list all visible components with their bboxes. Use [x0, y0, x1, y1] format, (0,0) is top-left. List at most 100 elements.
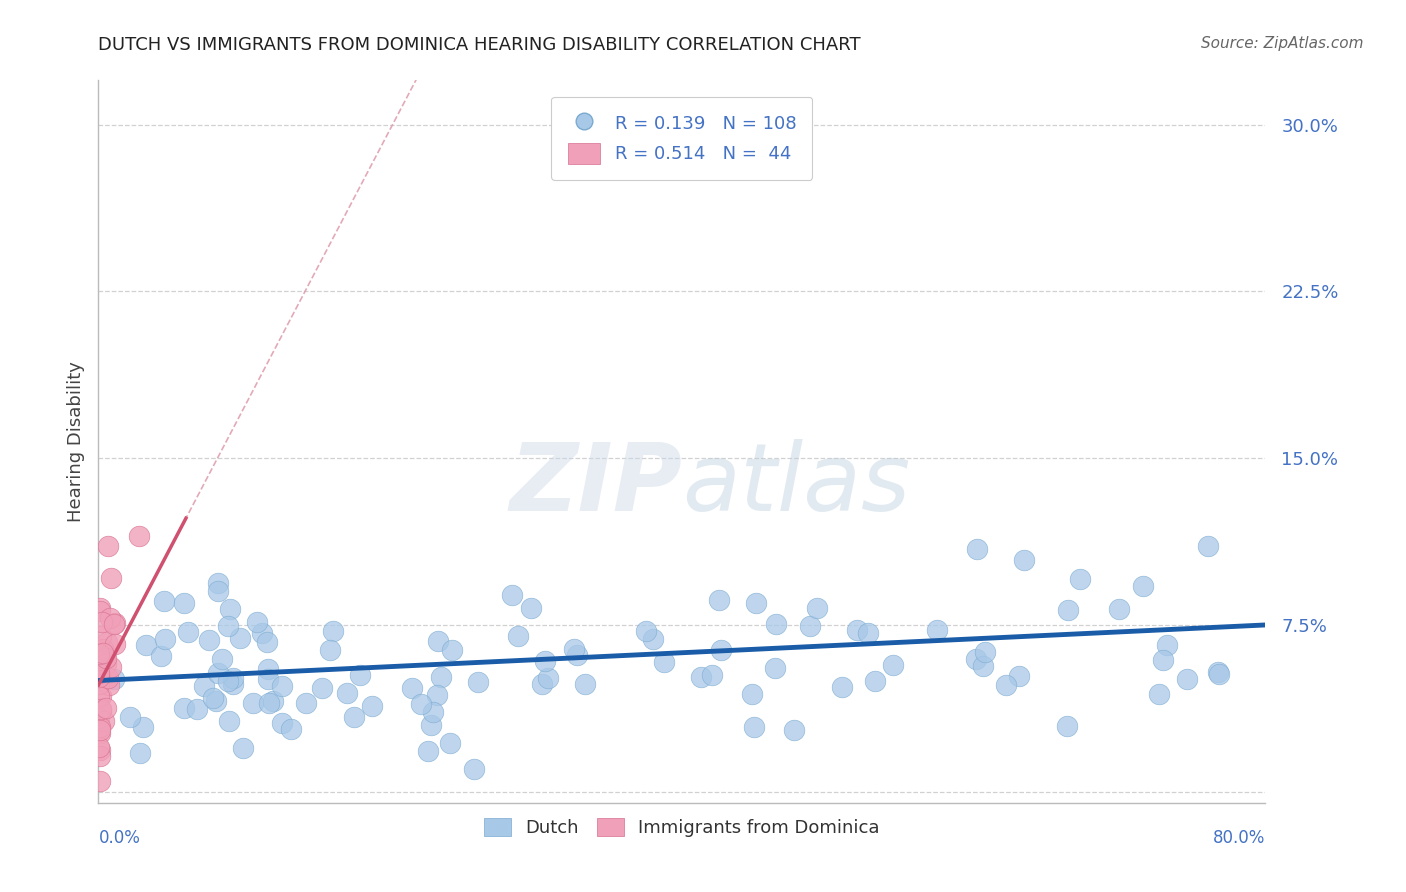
Point [925, 623, 948, 637]
Point [94, 701, 117, 715]
Point [246, 615, 269, 629]
Point [742, 720, 765, 734]
Point [89, 601, 111, 615]
Point [1012, 553, 1035, 567]
Point [863, 673, 886, 688]
Point [207, 666, 229, 681]
Point [186, 702, 208, 716]
Text: ZIP: ZIP [509, 439, 682, 531]
Point [250, 626, 273, 640]
Point [690, 670, 713, 684]
Point [96, 634, 118, 648]
Text: DUTCH VS IMMIGRANTS FROM DOMINICA HEARING DISABILITY CORRELATION CHART: DUTCH VS IMMIGRANTS FROM DOMINICA HEARIN… [98, 36, 860, 54]
Point [129, 746, 152, 760]
Point [90, 689, 112, 703]
Point [87, 653, 110, 667]
Point [207, 576, 229, 591]
Point [427, 633, 450, 648]
Point [349, 667, 371, 681]
Point [1069, 572, 1091, 586]
Point [1197, 539, 1219, 553]
Point [89, 604, 111, 618]
Point [222, 677, 245, 691]
Text: atlas: atlas [682, 440, 910, 531]
Point [97, 678, 120, 692]
Point [219, 602, 242, 616]
Point [1132, 579, 1154, 593]
Point [565, 648, 588, 662]
Point [506, 629, 529, 643]
Point [91, 615, 114, 629]
Point [202, 690, 225, 705]
Point [401, 681, 423, 695]
Point [97, 671, 120, 685]
Point [152, 594, 174, 608]
Point [745, 596, 768, 610]
Point [1156, 638, 1178, 652]
Point [87, 670, 110, 684]
Point [93, 668, 115, 682]
Point [741, 687, 763, 701]
Point [799, 619, 821, 633]
Point [218, 714, 240, 728]
Point [103, 616, 125, 631]
Point [87, 666, 110, 681]
Point [96, 671, 118, 685]
Point [1108, 602, 1130, 616]
Point [242, 697, 264, 711]
Point [845, 623, 868, 637]
Point [87, 648, 110, 662]
Point [1208, 667, 1230, 681]
Point [271, 715, 294, 730]
Point [256, 635, 278, 649]
Point [440, 642, 463, 657]
Point [89, 725, 111, 739]
Point [530, 677, 553, 691]
Point [520, 601, 543, 615]
Text: Source: ZipAtlas.com: Source: ZipAtlas.com [1201, 36, 1364, 51]
Point [439, 736, 461, 750]
Point [319, 643, 342, 657]
Point [135, 638, 157, 652]
Point [98, 610, 121, 624]
Point [131, 721, 153, 735]
Legend: Dutch, Immigrants from Dominica: Dutch, Immigrants from Dominica [477, 811, 887, 845]
Point [422, 705, 444, 719]
Point [311, 681, 333, 696]
Point [91, 641, 114, 656]
Point [89, 704, 111, 718]
Point [765, 617, 787, 632]
Point [280, 722, 302, 736]
Point [262, 694, 284, 708]
Point [994, 678, 1017, 692]
Point [87, 689, 110, 703]
Y-axis label: Hearing Disability: Hearing Disability [66, 361, 84, 522]
Point [177, 625, 200, 640]
Point [100, 659, 122, 673]
Point [104, 637, 127, 651]
Point [193, 679, 215, 693]
Point [361, 698, 384, 713]
Point [322, 624, 344, 638]
Point [634, 624, 657, 639]
Point [574, 677, 596, 691]
Point [89, 749, 111, 764]
Point [763, 661, 786, 675]
Point [222, 671, 245, 685]
Point [806, 600, 828, 615]
Point [155, 632, 177, 646]
Point [90, 647, 112, 661]
Point [89, 720, 111, 734]
Point [87, 711, 110, 725]
Point [97, 539, 120, 553]
Point [343, 710, 366, 724]
Point [100, 571, 122, 585]
Point [94, 649, 117, 664]
Point [87, 650, 110, 665]
Point [882, 657, 904, 672]
Point [463, 762, 485, 776]
Point [974, 645, 997, 659]
Point [96, 657, 118, 672]
Point [90, 702, 112, 716]
Point [90, 629, 112, 643]
